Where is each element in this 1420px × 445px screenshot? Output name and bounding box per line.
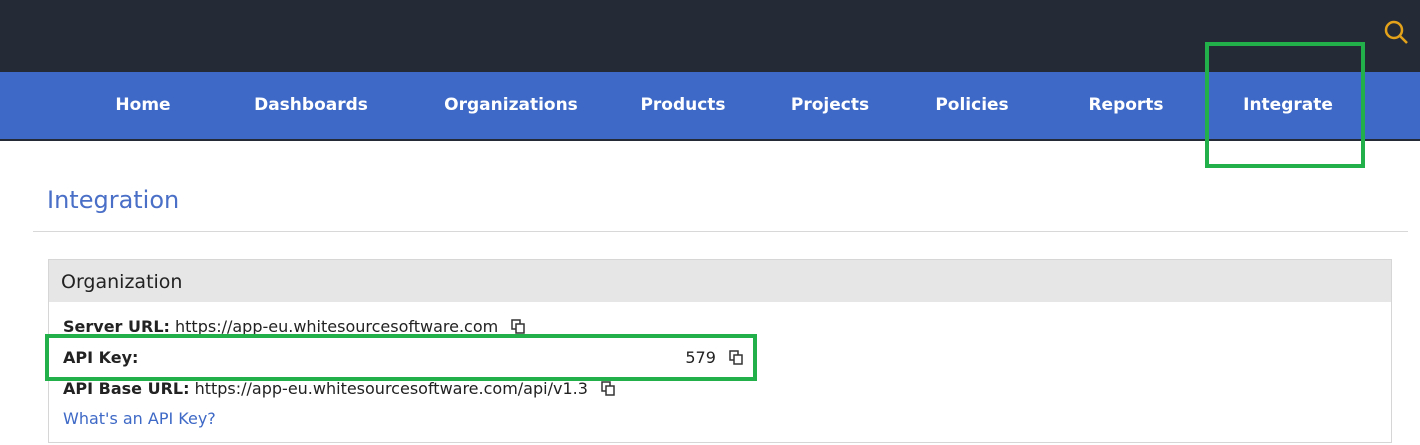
nav-home[interactable]: Home <box>115 95 171 115</box>
api-base-url-value: https://app-eu.whitesourcesoftware.com/a… <box>194 379 588 398</box>
copy-icon[interactable] <box>601 381 615 396</box>
divider <box>33 231 1408 232</box>
nav-policies[interactable]: Policies <box>935 95 1009 115</box>
server-url-row: Server URL: https://app-eu.whitesourceso… <box>63 317 526 336</box>
nav-organizations[interactable]: Organizations <box>444 95 578 115</box>
nav-reports[interactable]: Reports <box>1088 95 1164 115</box>
nav-projects[interactable]: Projects <box>790 95 870 115</box>
api-key-row: API Key: 579 <box>63 348 743 367</box>
page-title: Integration <box>47 186 180 214</box>
main-nav: Home Dashboards Organizations Products P… <box>0 72 1420 141</box>
panel-heading: Organization <box>49 260 1391 302</box>
api-key-value: 579 <box>685 348 716 367</box>
search-icon[interactable] <box>1384 20 1408 44</box>
organization-panel: Organization Server URL: https://app-eu.… <box>48 259 1392 443</box>
copy-icon[interactable] <box>729 350 743 365</box>
server-url-value: https://app-eu.whitesourcesoftware.com <box>175 317 499 336</box>
api-base-url-label: API Base URL: <box>63 379 190 398</box>
api-key-value-wrap: 579 <box>685 348 743 367</box>
highlight-integrate <box>1205 42 1365 168</box>
nav-products[interactable]: Products <box>640 95 726 115</box>
api-key-help-link[interactable]: What's an API Key? <box>63 409 216 428</box>
highlight-api-key <box>45 334 757 381</box>
nav-dashboards[interactable]: Dashboards <box>254 95 368 115</box>
copy-icon[interactable] <box>511 319 526 334</box>
nav-integrate[interactable]: Integrate <box>1243 95 1333 115</box>
api-key-label: API Key: <box>63 348 139 367</box>
top-bar <box>0 0 1420 72</box>
server-url-label: Server URL: <box>63 317 170 336</box>
api-base-url-row: API Base URL: https://app-eu.whitesource… <box>63 379 615 398</box>
